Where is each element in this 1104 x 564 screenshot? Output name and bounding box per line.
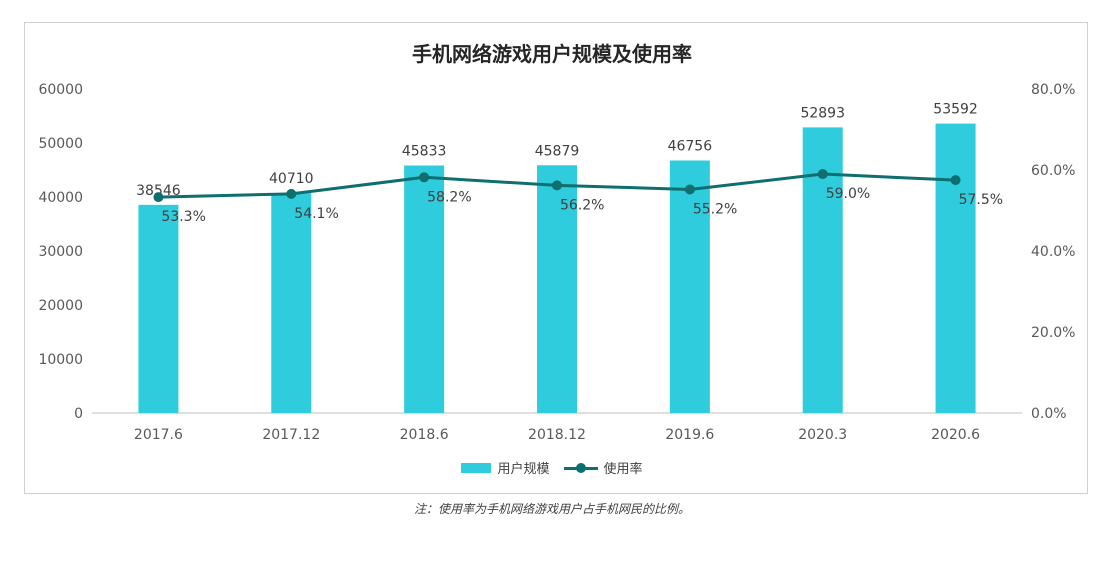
bar xyxy=(935,123,976,413)
y-right-tick-label: 20.0% xyxy=(1031,325,1075,341)
y-left-tick-label: 30000 xyxy=(38,244,83,260)
y-left-tick-label: 0 xyxy=(74,406,83,422)
y-right-tick-label: 40.0% xyxy=(1031,244,1075,260)
bar xyxy=(138,204,179,413)
y-left-tick-label: 20000 xyxy=(38,298,83,314)
bar xyxy=(271,193,312,413)
line-data-label: 56.2% xyxy=(560,197,604,213)
line-data-label: 57.5% xyxy=(959,192,1003,208)
bar xyxy=(404,165,445,413)
y-left-tick-label: 10000 xyxy=(38,352,83,368)
line-point xyxy=(286,188,297,199)
bar-data-label: 45879 xyxy=(535,143,580,159)
legend-bar-swatch xyxy=(461,462,492,473)
bar-data-label: 40710 xyxy=(269,171,314,187)
bar-data-label: 45833 xyxy=(402,144,447,160)
bar-data-label: 52893 xyxy=(800,105,845,121)
line-data-label: 55.2% xyxy=(693,201,737,217)
x-tick-label: 2020.3 xyxy=(798,427,847,443)
x-tick-label: 2017.12 xyxy=(262,427,320,443)
bar-data-label: 53592 xyxy=(933,102,978,118)
x-tick-label: 2018.12 xyxy=(528,427,586,443)
line-point xyxy=(950,175,961,186)
y-right-tick-label: 80.0% xyxy=(1031,82,1075,98)
legend-line-swatch xyxy=(563,462,598,474)
y-left-tick-label: 40000 xyxy=(38,190,83,206)
line-point xyxy=(817,169,828,180)
line-data-label: 58.2% xyxy=(427,189,471,205)
y-right-tick-label: 60.0% xyxy=(1031,163,1075,179)
line-point xyxy=(153,192,164,203)
x-tick-label: 2019.6 xyxy=(665,427,714,443)
line-point xyxy=(419,172,430,183)
chart-title: 手机网络游戏用户规模及使用率 xyxy=(412,42,692,66)
line-point xyxy=(684,184,695,195)
legend-line-label: 使用率 xyxy=(603,462,643,477)
y-right-tick-label: 0.0% xyxy=(1031,406,1067,422)
bar xyxy=(537,165,577,413)
legend-item-bar: 用户规模 xyxy=(461,458,550,477)
bar-data-label: 46756 xyxy=(668,139,713,155)
legend-item-line: 使用率 xyxy=(563,458,643,477)
y-left-tick-label: 50000 xyxy=(38,136,83,152)
footnote: 注：使用率为手机网络游戏用户占手机网民的比例。 xyxy=(413,502,690,516)
bar-data-label: 38546 xyxy=(136,183,181,199)
line-data-label: 54.1% xyxy=(294,206,338,222)
x-tick-label: 2017.6 xyxy=(134,427,183,443)
line-point xyxy=(552,180,562,191)
bar xyxy=(669,160,710,413)
line-data-label: 53.3% xyxy=(161,209,205,225)
x-tick-label: 2018.6 xyxy=(400,427,449,443)
legend-bar-label: 用户规模 xyxy=(497,462,550,477)
chart-legend: 用户规模 使用率 xyxy=(0,458,1104,477)
line-data-label: 59.0% xyxy=(826,186,870,202)
y-left-tick-label: 60000 xyxy=(38,82,83,98)
x-tick-label: 2020.6 xyxy=(931,427,980,443)
